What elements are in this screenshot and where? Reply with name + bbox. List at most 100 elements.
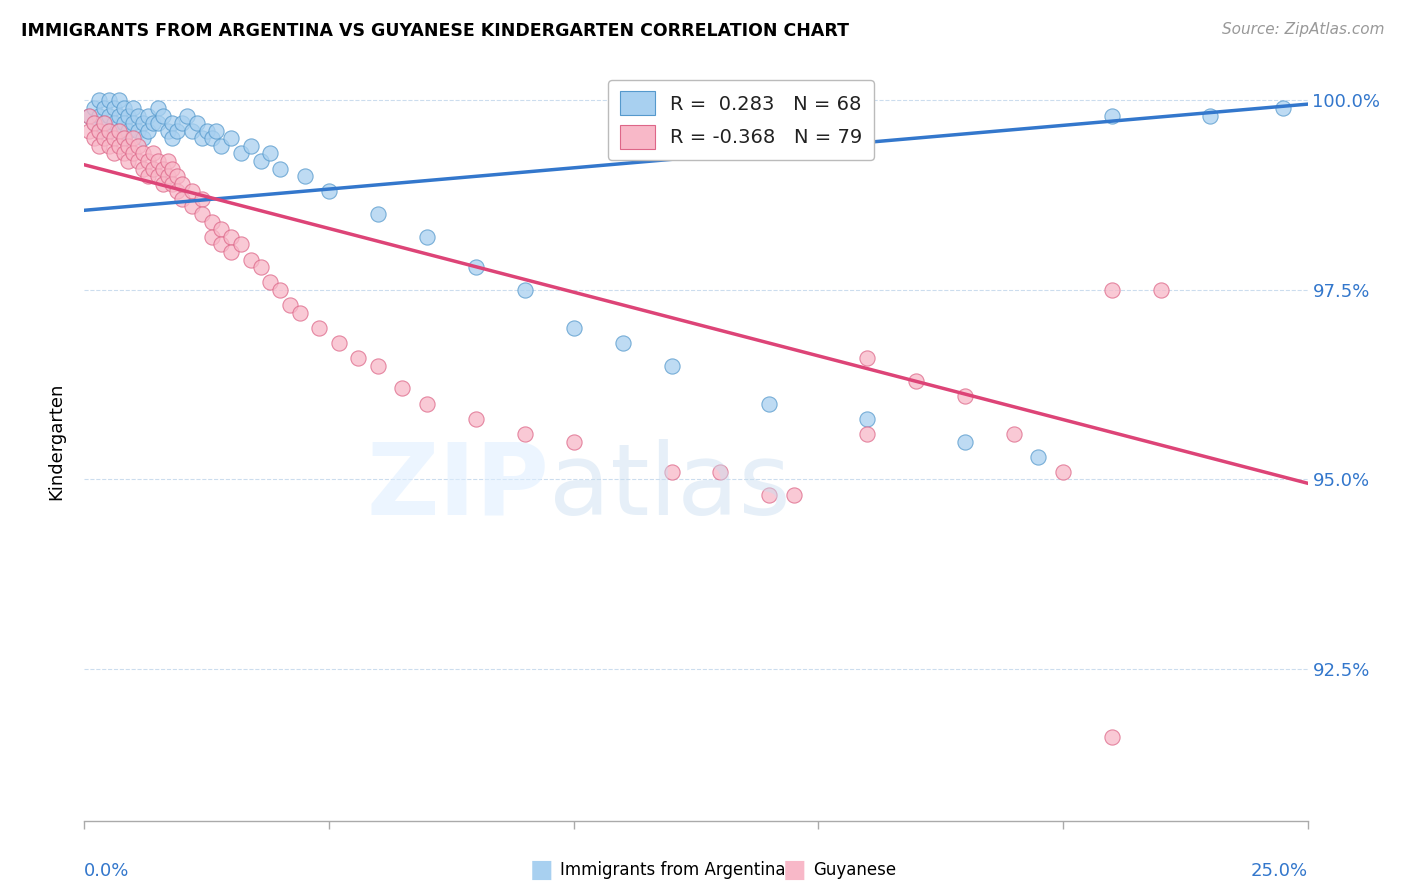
Point [513,427,536,442]
Point [122,131,145,145]
Point [269,283,291,297]
Point [122,116,145,130]
Point [249,153,271,168]
Point [162,177,184,191]
Point [186,116,208,130]
Point [112,146,135,161]
Point [953,389,976,403]
Point [294,169,316,184]
Text: Source: ZipAtlas.com: Source: ZipAtlas.com [1222,22,1385,37]
Point [146,101,169,115]
Point [562,321,585,335]
Point [103,146,125,161]
Point [1101,283,1123,297]
Point [367,359,389,373]
Point [93,101,115,115]
Point [87,123,110,137]
Point [209,237,232,252]
Point [127,108,149,122]
Point [181,199,204,213]
Point [1198,108,1220,122]
Point [200,131,222,145]
Point [127,138,149,153]
Point [107,93,129,107]
Point [146,116,169,130]
Point [142,161,165,176]
Point [132,146,155,161]
Point [166,123,188,137]
Point [1101,108,1123,122]
Point [1101,731,1123,745]
Point [259,276,281,290]
Point [117,123,139,137]
Point [1002,427,1025,442]
Point [758,397,780,411]
Point [77,108,100,122]
Point [146,153,169,168]
Point [269,161,291,176]
Point [103,131,125,145]
Point [162,131,184,145]
Point [136,123,159,137]
Point [278,298,301,312]
Point [229,146,252,161]
Point [83,101,105,115]
Point [146,169,169,184]
Text: ZIP: ZIP [367,439,550,535]
Point [191,131,214,145]
Point [132,116,155,130]
Point [905,374,928,388]
Point [191,207,214,221]
Point [87,108,110,122]
Point [152,161,174,176]
Point [953,434,976,449]
Text: Immigrants from Argentina: Immigrants from Argentina [560,861,785,879]
Point [132,161,155,176]
Point [416,397,439,411]
Point [142,116,165,130]
Point [209,138,232,153]
Point [1272,101,1295,115]
Point [200,230,222,244]
Point [219,230,242,244]
Point [152,108,174,122]
Point [172,116,194,130]
Point [112,116,135,130]
Point [93,131,115,145]
Point [97,108,120,122]
Point [142,146,165,161]
Point [77,123,100,137]
Point [112,131,135,145]
Point [709,465,731,479]
Point [288,305,311,319]
Point [200,214,222,228]
Legend: R =  0.283   N = 68, R = -0.368   N = 79: R = 0.283 N = 68, R = -0.368 N = 79 [607,79,875,161]
Point [758,488,780,502]
Point [127,123,149,137]
Point [205,123,228,137]
Text: Guyanese: Guyanese [813,861,896,879]
Point [239,138,262,153]
Point [856,351,879,366]
Point [152,177,174,191]
Point [347,351,370,366]
Point [181,123,204,137]
Point [103,101,125,115]
Point [166,169,188,184]
Point [87,138,110,153]
Point [83,116,105,130]
Point [249,260,271,274]
Text: IMMIGRANTS FROM ARGENTINA VS GUYANESE KINDERGARTEN CORRELATION CHART: IMMIGRANTS FROM ARGENTINA VS GUYANESE KI… [21,22,849,40]
Point [77,108,100,122]
Text: ■: ■ [783,858,806,881]
Point [93,116,115,130]
Point [367,207,389,221]
Point [856,411,879,425]
Point [308,321,330,335]
Point [1052,465,1074,479]
Point [136,108,159,122]
Point [117,108,139,122]
Point [1028,450,1050,464]
Point [107,123,129,137]
Point [166,184,188,198]
